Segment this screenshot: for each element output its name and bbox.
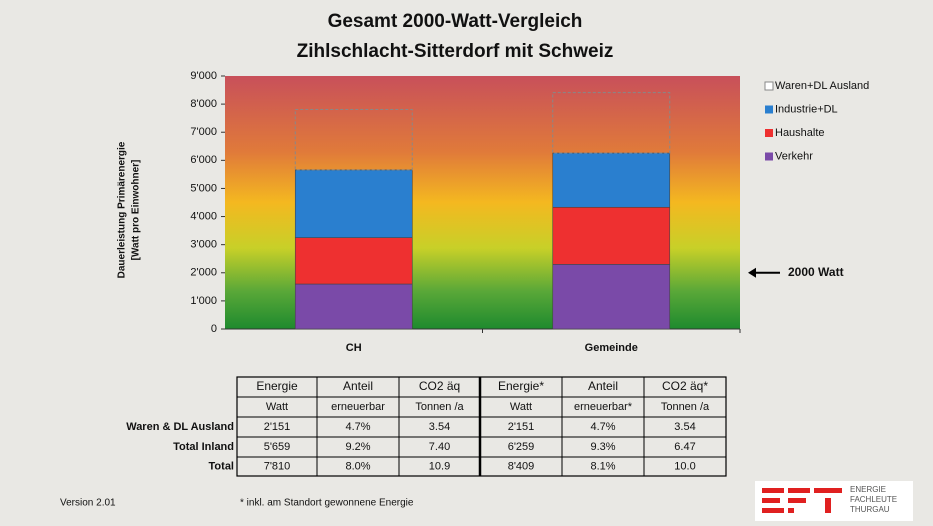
annotation: 2000 Watt: [788, 265, 844, 279]
logo-shape: [762, 508, 784, 513]
y-tick-label: 4'000: [190, 210, 217, 222]
bar-segment: [552, 264, 671, 330]
logo-shape: [788, 508, 794, 513]
table-subheader: erneuerbar*: [574, 401, 633, 413]
logo-shape: [762, 488, 784, 493]
chart-title: Gesamt 2000-Watt-Vergleich: [328, 11, 583, 32]
table-cell: 9.2%: [345, 441, 370, 453]
table-cell: 2'151: [508, 421, 535, 433]
logo-shape: [788, 488, 810, 493]
logo-text: THURGAU: [850, 505, 890, 514]
table-subheader: Tonnen /a: [415, 401, 464, 413]
x-tick-label: Gemeinde: [585, 342, 638, 354]
table-header: CO2 äq: [419, 379, 460, 393]
table-subheader: erneuerbar: [331, 401, 385, 413]
y-tick-label: 8'000: [190, 98, 217, 110]
footnote: * inkl. am Standort gewonnene Energie: [240, 498, 414, 509]
x-tick-label: CH: [346, 342, 362, 354]
bar-segment: [552, 152, 671, 208]
legend-label: Haushalte: [775, 127, 825, 139]
bar-segment: [552, 92, 671, 154]
table-cell: 4.7%: [345, 421, 370, 433]
bar-segment: [294, 108, 413, 171]
y-axis-label: [Watt pro Einwohner]: [131, 160, 142, 261]
legend-label: Waren+DL Ausland: [775, 80, 869, 92]
table-cell: 8.1%: [590, 460, 615, 472]
table-cell: 6.47: [674, 441, 695, 453]
legend-swatch: [764, 81, 774, 91]
bar-segment: [552, 206, 671, 265]
table-cell: 5'659: [264, 441, 291, 453]
logo: ENERGIE FACHLEUTE THURGAU: [755, 481, 913, 521]
legend-swatch: [765, 129, 773, 137]
table-cell: 2'151: [264, 421, 291, 433]
table-cell: 6'259: [508, 441, 535, 453]
table-cell: 10.9: [429, 460, 450, 472]
table-subheader: Watt: [510, 401, 532, 413]
legend-label: Industrie+DL: [775, 103, 838, 115]
y-tick-label: 1'000: [190, 295, 217, 307]
y-tick-label: 0: [211, 323, 217, 335]
table-border: [236, 376, 727, 477]
table-header: Energie: [256, 379, 298, 393]
bar-segment: [294, 237, 413, 285]
y-tick-label: 6'000: [190, 154, 217, 166]
table-cell: 7'810: [264, 460, 291, 472]
logo-text: FACHLEUTE: [850, 495, 897, 504]
table-cell: 4.7%: [590, 421, 615, 433]
table-row-label: Waren & DL Ausland: [126, 421, 234, 433]
y-tick-label: 5'000: [190, 182, 217, 194]
y-axis-label: Dauerleistung Primärenergie: [117, 141, 128, 278]
table-cell: 8.0%: [345, 460, 370, 472]
legend-label: Verkehr: [775, 150, 813, 162]
table-cell: 3.54: [674, 421, 695, 433]
table-header: Energie*: [498, 379, 544, 393]
legend-swatch: [765, 152, 773, 161]
table-row-label: Total Inland: [173, 441, 234, 453]
legend-swatch: [765, 105, 773, 114]
logo-shape: [788, 498, 806, 503]
table-subheader: Watt: [266, 401, 288, 413]
table-cell: 10.0: [674, 460, 695, 472]
table-cell: 8'409: [508, 460, 535, 472]
y-tick-label: 3'000: [190, 239, 217, 251]
table-cell: 7.40: [429, 441, 450, 453]
logo-shape: [825, 498, 831, 513]
logo-box: [755, 481, 913, 521]
table-cell: 9.3%: [590, 441, 615, 453]
logo-shape: [814, 488, 842, 493]
table-header: CO2 äq*: [662, 379, 708, 393]
table-row-label: Total: [209, 460, 234, 472]
version: Version 2.01: [60, 498, 116, 509]
logo-text: ENERGIE: [850, 485, 886, 494]
bar-segment: [294, 283, 413, 330]
table-cell: 3.54: [429, 421, 450, 433]
chart-title: Zihlschlacht-Sitterdorf mit Schweiz: [297, 41, 614, 62]
y-tick-label: 7'000: [190, 126, 217, 138]
table-subheader: Tonnen /a: [661, 401, 710, 413]
y-tick-label: 2'000: [190, 267, 217, 279]
bar-segment: [294, 169, 413, 238]
table-header: Anteil: [588, 379, 618, 393]
logo-shape: [762, 498, 780, 503]
y-tick-label: 9'000: [190, 70, 217, 82]
table-header: Anteil: [343, 379, 373, 393]
annotation-arrowhead: [748, 267, 756, 278]
